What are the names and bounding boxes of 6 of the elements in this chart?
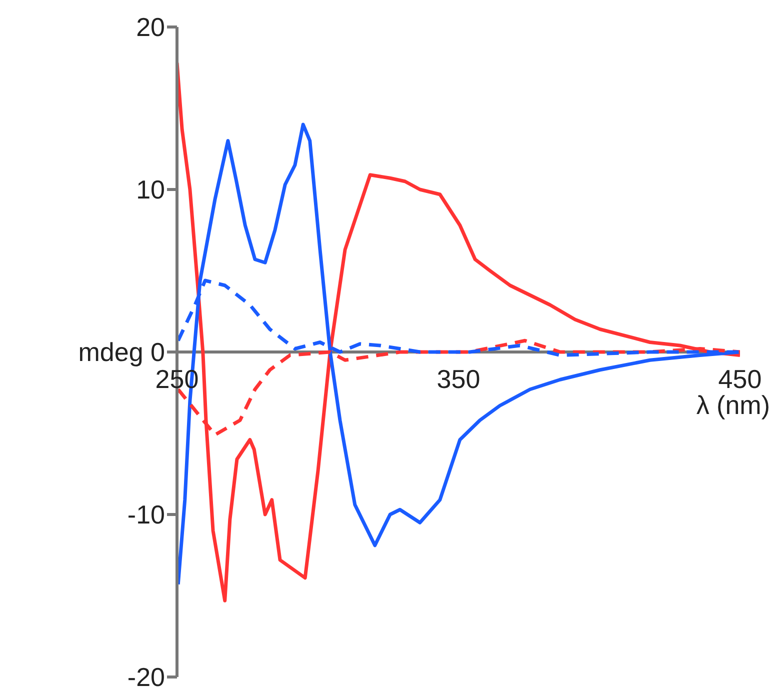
- y-tick-label: -10: [127, 500, 165, 530]
- y-tick-label: 20: [136, 12, 165, 42]
- x-tick-label: 350: [436, 364, 480, 394]
- y-tick-label: -20: [127, 662, 165, 692]
- y-tick-label: 10: [136, 174, 165, 204]
- y-tick-label: mdeg 0: [78, 337, 165, 367]
